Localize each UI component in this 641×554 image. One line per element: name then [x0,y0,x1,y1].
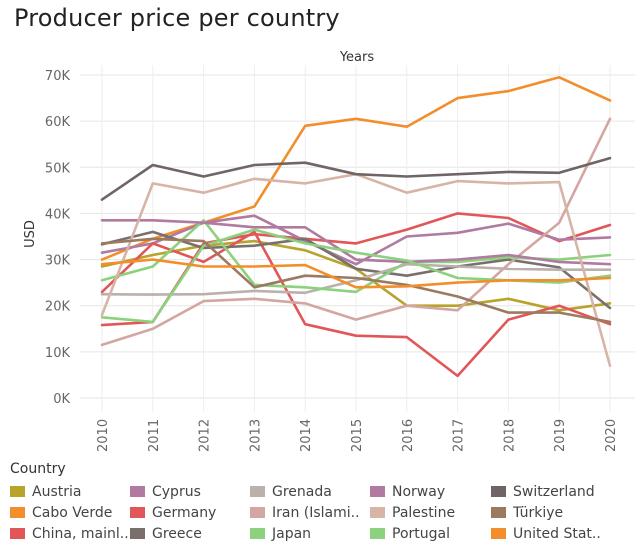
legend-swatch [491,528,506,539]
legend-swatch [130,486,145,497]
y-tick-label: 20K [45,300,71,315]
legend-label: Japan [272,526,312,542]
legend-label: United Stat.. [513,526,601,542]
y-tick-label: 10K [45,346,71,361]
y-axis-label: USD [23,220,38,248]
x-tick-label: 2014 [299,419,314,452]
legend-swatch [370,486,385,497]
y-tick-label: 30K [45,254,71,269]
legend-label: Grenada [272,484,332,500]
legend-swatch [130,507,145,518]
x-tick-label: 2016 [401,419,416,452]
series-line-switzerland[interactable] [100,156,612,201]
series-line-iran-islami[interactable] [100,117,612,347]
legend-swatch [10,528,25,539]
y-tick-label: 50K [45,161,71,176]
series-line-cyprus[interactable] [100,214,612,266]
legend-label: Greece [152,526,202,542]
legend-label: Cyprus [152,484,201,500]
legend-label: Germany [152,505,217,521]
y-tick-label: 70K [45,69,71,84]
legend-swatch [250,486,265,497]
legend-swatch [491,486,506,497]
y-tick-label: 40K [45,207,71,222]
legend-swatch [10,507,25,518]
legend-swatch [250,528,265,539]
legend-swatch [370,528,385,539]
x-tick-label: 2013 [248,419,263,452]
legend-swatch [10,486,25,497]
series-line-t-rkiye[interactable] [100,237,612,324]
legend-label: Cabo Verde [32,505,113,521]
series-line-cabo-verde[interactable] [100,76,612,261]
legend-swatch [370,507,385,518]
legend-title: Country [10,461,66,477]
x-tick-label: 2015 [350,419,365,452]
x-tick-label: 2020 [604,419,619,452]
legend-swatch [491,507,506,518]
series-line-greece[interactable] [100,230,612,310]
x-tick-label: 2012 [198,419,213,452]
series-line-grenada[interactable] [100,262,612,296]
series-line-united-stat[interactable] [100,258,612,289]
legend-swatch [250,507,265,518]
legend-label: Norway [392,484,446,500]
y-tick-label: 60K [45,115,71,130]
x-tick-label: 2010 [96,419,111,452]
legend-label: Iran (Islami.. [272,505,360,521]
legend-swatch [130,528,145,539]
page-title: Producer price per country [14,4,340,32]
legend-label: Portugal [392,526,450,542]
x-tick-label: 2019 [553,419,568,452]
top-axis-label: Years [339,50,375,65]
line-chart: 0K 10K 20K 30K 40K 50K 60K 70K 2010 2011 2012 2013 2… [23,50,635,452]
x-tick-label: 2018 [502,419,517,452]
legend-label: Switzerland [513,484,595,500]
legend-label: Türkiye [513,505,564,521]
legend-label: Austria [32,484,82,500]
series-line-germany[interactable] [100,230,612,378]
legend-label: Palestine [392,505,456,521]
series-line-norway[interactable] [100,219,612,266]
x-tick-label: 2017 [452,419,467,452]
x-tick-label: 2011 [147,419,162,452]
y-tick-label: 0K [53,392,70,407]
series-layer [100,76,612,378]
legend-label: China, mainl.. [32,526,129,542]
axis-layer: 0K 10K 20K 30K 40K 50K 60K 70K 2010 2011 2012 2013 2… [45,69,619,452]
